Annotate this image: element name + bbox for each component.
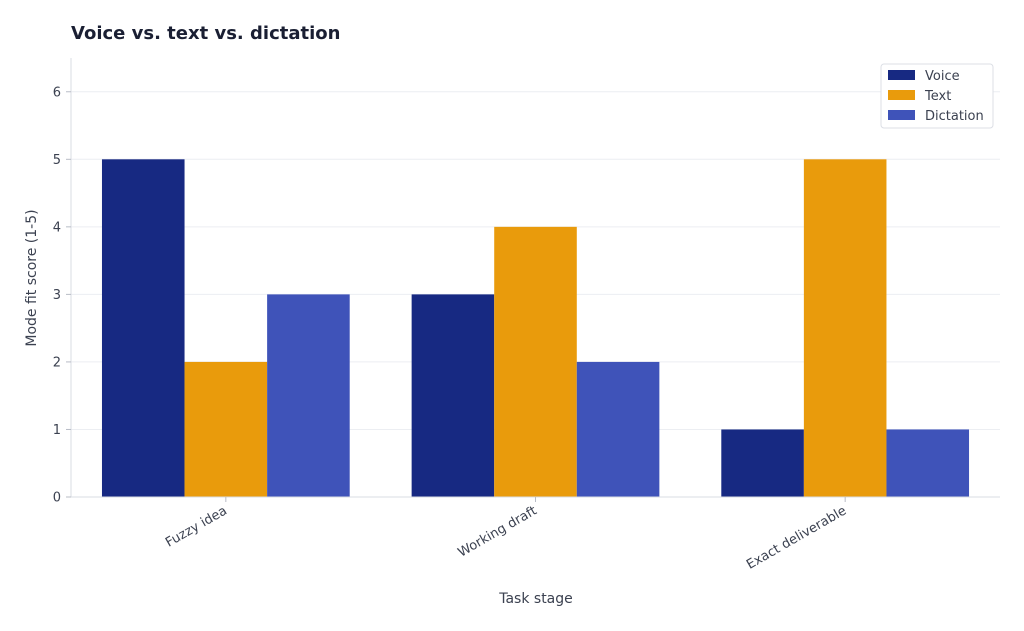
bar-dictation-3[interactable] [886, 429, 970, 497]
legend[interactable]: Voice Text Dictation [880, 63, 994, 129]
x-tick-label: Exact deliverable [744, 503, 849, 572]
y-axis-label: Mode fit score (1-5) [24, 209, 40, 346]
bar-dictation-1[interactable] [267, 294, 350, 497]
bar-dictation-2[interactable] [576, 361, 660, 497]
bar-voice-1[interactable] [101, 159, 185, 498]
legend-label-dictation: Dictation [925, 109, 984, 124]
chart-title: Voice vs. text vs. dictation [71, 23, 340, 44]
y-tick-label: 1 [53, 423, 61, 438]
y-tick-label: 0 [53, 491, 61, 506]
y-tick-label: 5 [53, 153, 61, 168]
bar-text-3[interactable] [803, 159, 887, 498]
legend-swatch-voice [888, 70, 915, 80]
y-tick-label: 4 [53, 220, 61, 235]
bar-voice-3[interactable] [721, 429, 804, 497]
legend-swatch-text [888, 90, 915, 100]
y-tick-label: 3 [53, 288, 61, 303]
legend-label-voice: Voice [925, 69, 960, 84]
legend-label-text: Text [924, 89, 951, 104]
bar-voice-2[interactable] [411, 294, 495, 497]
bar-text-2[interactable] [494, 226, 577, 497]
x-axis-ticks: Fuzzy idea Working draft Exact deliverable [163, 497, 849, 573]
bar-text-1[interactable] [184, 361, 268, 497]
y-axis-ticks: 0 1 2 3 4 5 6 [53, 85, 71, 506]
y-tick-label: 6 [53, 85, 61, 100]
x-axis-label: Task stage [498, 591, 573, 607]
x-tick-label: Working draft [456, 503, 540, 560]
x-tick-label: Fuzzy idea [163, 503, 230, 550]
y-tick-label: 2 [53, 355, 61, 370]
bars [101, 159, 970, 498]
legend-swatch-dictation [888, 110, 915, 120]
